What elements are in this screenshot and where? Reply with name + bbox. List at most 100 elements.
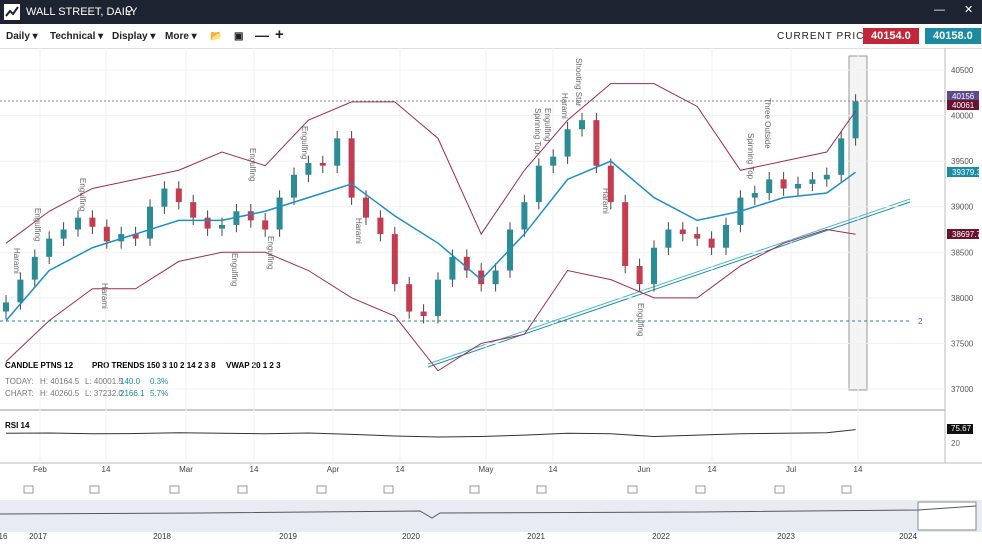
candle-body	[795, 183, 801, 189]
x-tick-label: Jul	[786, 465, 796, 474]
x-tick-label: Feb	[33, 465, 47, 474]
pattern-label: Three Outside	[763, 98, 772, 149]
pattern-label: Harami	[100, 283, 109, 309]
zoom-in[interactable]: +	[275, 26, 284, 43]
candle-body	[823, 174, 830, 180]
candle-body	[723, 224, 729, 248]
candle-body	[550, 156, 557, 166]
candle-body	[276, 197, 283, 230]
candle-body	[132, 234, 139, 239]
menu[interactable]: Technical ▾	[50, 31, 104, 42]
event-icon	[169, 485, 180, 494]
candle-body	[334, 138, 341, 166]
stats-text: CHART:	[5, 389, 34, 398]
candle-body	[449, 256, 456, 280]
buy-price[interactable]: 40158.0	[925, 28, 981, 44]
candle-body	[694, 234, 701, 239]
event-icon	[774, 485, 785, 494]
menu[interactable]: Daily ▾	[6, 31, 38, 42]
band-line	[5, 228, 856, 372]
price-tag-text: 39379.3	[952, 168, 981, 177]
event-icon	[841, 485, 852, 494]
candle-body	[118, 234, 125, 242]
x-tick-label: 14	[708, 465, 717, 474]
candle-body	[262, 220, 269, 230]
rsi-tag	[947, 424, 973, 434]
symbol-title: WALL STREET, DAILY	[26, 6, 138, 18]
candle-body	[3, 302, 9, 312]
price-tag-text: 40156	[952, 92, 975, 101]
candle-body	[708, 238, 715, 248]
search[interactable]: ⚲	[125, 5, 134, 17]
menu[interactable]: Display ▾	[112, 31, 156, 42]
pattern-label: Spinning Top	[746, 133, 755, 180]
sell-price[interactable]: 40154.0	[863, 28, 919, 44]
x-tick-label: Apr	[327, 465, 340, 474]
event-icon	[316, 485, 327, 494]
candle-body	[463, 256, 470, 271]
close[interactable]: ✕	[964, 4, 974, 16]
candle-body	[363, 197, 369, 218]
pattern-label: Engulfing	[543, 108, 552, 141]
stats-text: 0.3%	[150, 377, 168, 386]
y-tick-label: 37500	[951, 339, 974, 348]
y-tick-label: 39000	[951, 203, 974, 212]
indicator-legend: PRO TRENDS 150 3 10 2 14 2 3 8	[92, 361, 216, 370]
candle-body	[175, 188, 182, 203]
candle-body	[636, 265, 643, 285]
candle-body	[17, 279, 24, 303]
pattern-label: Harami	[12, 248, 21, 274]
minimize[interactable]: —	[934, 4, 945, 16]
candle-body	[60, 229, 67, 239]
menu[interactable]: More ▾	[165, 31, 197, 42]
candle-body	[852, 101, 859, 139]
candle-body	[420, 311, 427, 317]
y-tick-label: 38500	[951, 248, 974, 257]
stats-text: H: 40164.5	[40, 377, 80, 386]
candle-body	[89, 217, 96, 227]
candle-body	[838, 138, 845, 175]
pattern-label: Shooting Star	[574, 58, 583, 107]
open-icon[interactable]: 📂	[210, 31, 223, 42]
stats-text: TODAY:	[5, 377, 34, 386]
price-tag-text: 40061	[952, 101, 975, 110]
year-label: 16	[0, 532, 8, 541]
x-tick-label: 14	[250, 465, 259, 474]
candle-body	[406, 284, 413, 312]
x-tick-label: 14	[549, 465, 558, 474]
candle-body	[766, 179, 773, 194]
candle-body	[809, 179, 816, 184]
rsi-value: 75.67	[951, 424, 972, 433]
y-tick-label: 38000	[951, 294, 974, 303]
candle-body	[564, 129, 571, 157]
candle-body	[679, 229, 686, 235]
candle-body	[75, 217, 81, 230]
x-tick-label: 14	[854, 465, 863, 474]
candle-body	[478, 270, 485, 285]
event-icon	[23, 485, 34, 494]
pattern-label: Engulfing	[636, 303, 645, 336]
band-line	[5, 160, 857, 322]
candle-body	[348, 138, 355, 198]
candle-body	[535, 165, 542, 203]
y-tick-label: 39500	[951, 157, 974, 166]
candle-body	[579, 120, 585, 130]
zoom-out[interactable]: —	[255, 27, 269, 43]
x-tick-label: Mar	[179, 465, 193, 474]
candle-body	[622, 202, 629, 266]
candle-body	[46, 238, 53, 257]
x-tick-label: May	[478, 465, 493, 474]
candle-body	[435, 279, 441, 317]
y-tick-label: 37000	[951, 385, 974, 394]
save-icon[interactable]: ▣	[234, 31, 244, 42]
candle-body	[31, 256, 38, 280]
navigator[interactable]	[0, 500, 982, 532]
candle-body	[219, 224, 225, 229]
pattern-label: Engulfing	[33, 208, 42, 241]
pattern-label: Engulfing	[78, 178, 87, 211]
stats-text: H: 40260.5	[40, 389, 80, 398]
pattern-label: Engulfing	[266, 236, 275, 269]
candle-body	[651, 247, 657, 285]
chart: CANDLE PTNS 12 PRO TRENDS 150 3 10 2 14 …	[0, 48, 982, 541]
